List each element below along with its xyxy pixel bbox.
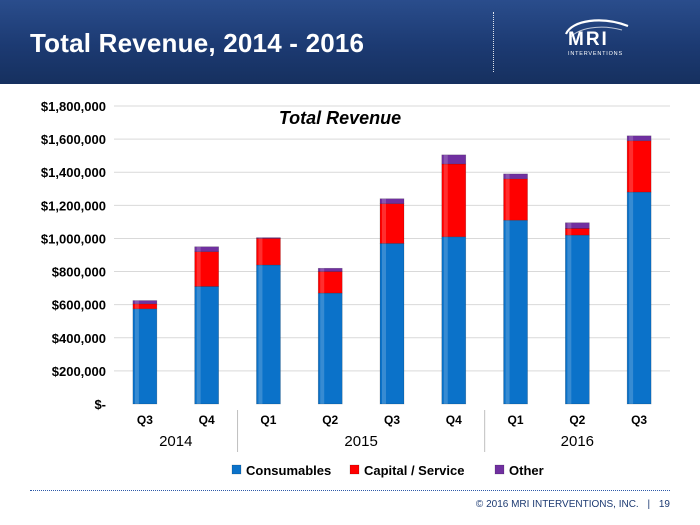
- bar-segment-capital-service: [565, 228, 590, 236]
- year-group-label: 2015: [344, 433, 377, 450]
- y-tick-label: $1,200,000: [41, 198, 106, 213]
- bar-segment-other: [441, 154, 467, 165]
- revenue-chart: $- $200,000 $400,000 $600,000 $800,000 $1,000…: [41, 99, 670, 478]
- footer-copyright: © 2016 MRI INTERVENTIONS, INC.: [475, 499, 639, 510]
- chart-title: Total Revenue: [279, 108, 401, 128]
- bar-segment-capital-service: [626, 140, 652, 193]
- bar-segment-consumables: [194, 286, 219, 405]
- footer-separator: |: [647, 499, 651, 510]
- x-tick-label: Q1: [508, 413, 524, 427]
- y-tick-label: $600,000: [52, 298, 106, 313]
- y-tick-label: $-: [94, 397, 106, 412]
- x-axis-tick-labels: Q3 Q4 Q1 Q2 Q3 Q4 Q1 Q2 Q3: [137, 413, 648, 427]
- bar-segment-capital-service: [256, 238, 281, 266]
- bar-segment-other: [379, 198, 405, 204]
- y-axis-tick-labels: $- $200,000 $400,000 $600,000 $800,000 $1,000…: [41, 99, 106, 412]
- bar-segment-other: [626, 135, 652, 142]
- company-logo: MRI INTERVENTIONS: [562, 14, 632, 60]
- bar-segment-capital-service: [503, 178, 528, 221]
- bar-segment-other: [503, 173, 528, 180]
- x-tick-label: Q4: [199, 413, 215, 427]
- bar-segment-capital-service: [194, 251, 219, 287]
- x-tick-label: Q1: [260, 413, 276, 427]
- legend-swatch: [349, 464, 360, 475]
- bar-segment-consumables: [256, 264, 281, 405]
- bar-segment-other: [317, 267, 343, 272]
- year-group-labels: 2014 2015 2016: [159, 410, 594, 452]
- bar-segment-capital-service: [317, 271, 343, 294]
- y-tick-label: $1,400,000: [41, 165, 106, 180]
- y-tick-label: $400,000: [52, 331, 106, 346]
- bar-segment-consumables: [441, 236, 467, 405]
- y-tick-label: $800,000: [52, 265, 106, 280]
- legend-item: Consumables: [231, 463, 331, 478]
- year-group-label: 2016: [561, 433, 594, 450]
- legend-swatch: [494, 464, 505, 475]
- logo-wordmark: MRI: [568, 29, 609, 50]
- chart-legend: Consumables Capital / Service Other: [231, 463, 544, 478]
- y-tick-label: $200,000: [52, 364, 106, 379]
- bar-segment-consumables: [317, 292, 343, 405]
- bar-segment-consumables: [503, 219, 528, 405]
- bar-segment-consumables: [565, 234, 590, 405]
- logo-subtext: INTERVENTIONS: [568, 51, 623, 57]
- banner-divider: [493, 12, 494, 72]
- bar-segment-consumables: [132, 308, 158, 405]
- title-banner: Total Revenue, 2014 - 2016 MRI INTERVENT…: [0, 0, 700, 84]
- legend-label: Capital / Service: [364, 463, 464, 478]
- bar-segment-other: [132, 300, 158, 305]
- bar-segment-other: [565, 222, 590, 229]
- y-tick-label: $1,000,000: [41, 231, 106, 246]
- bar-segment-capital-service: [441, 163, 467, 238]
- x-tick-label: Q3: [384, 413, 400, 427]
- logo-swoosh-icon: [564, 19, 629, 39]
- x-tick-label: Q2: [569, 413, 585, 427]
- slide-title: Total Revenue, 2014 - 2016: [30, 28, 365, 58]
- year-group-label: 2014: [159, 433, 192, 450]
- bar-segment-capital-service: [132, 303, 158, 310]
- bar-segment-other: [194, 246, 219, 252]
- bar-segment-consumables: [626, 191, 652, 405]
- x-tick-label: Q3: [137, 413, 153, 427]
- legend-item: Other: [494, 463, 544, 478]
- slide-footer: © 2016 MRI INTERVENTIONS, INC. | 19: [476, 499, 670, 510]
- legend-label: Other: [509, 463, 544, 478]
- bar-segment-consumables: [379, 243, 405, 405]
- x-tick-label: Q2: [322, 413, 338, 427]
- stacked-bars: [132, 135, 652, 405]
- bar-segment-capital-service: [379, 203, 405, 244]
- legend-item: Capital / Service: [349, 463, 464, 478]
- y-tick-label: $1,600,000: [41, 132, 106, 147]
- y-tick-label: $1,800,000: [41, 99, 106, 114]
- bar-segment-other: [256, 237, 281, 239]
- legend-swatch: [231, 464, 242, 475]
- footer-divider: [30, 490, 670, 491]
- x-tick-label: Q3: [631, 413, 647, 427]
- legend-label: Consumables: [246, 463, 331, 478]
- x-tick-label: Q4: [446, 413, 462, 427]
- page-number: 19: [658, 499, 670, 510]
